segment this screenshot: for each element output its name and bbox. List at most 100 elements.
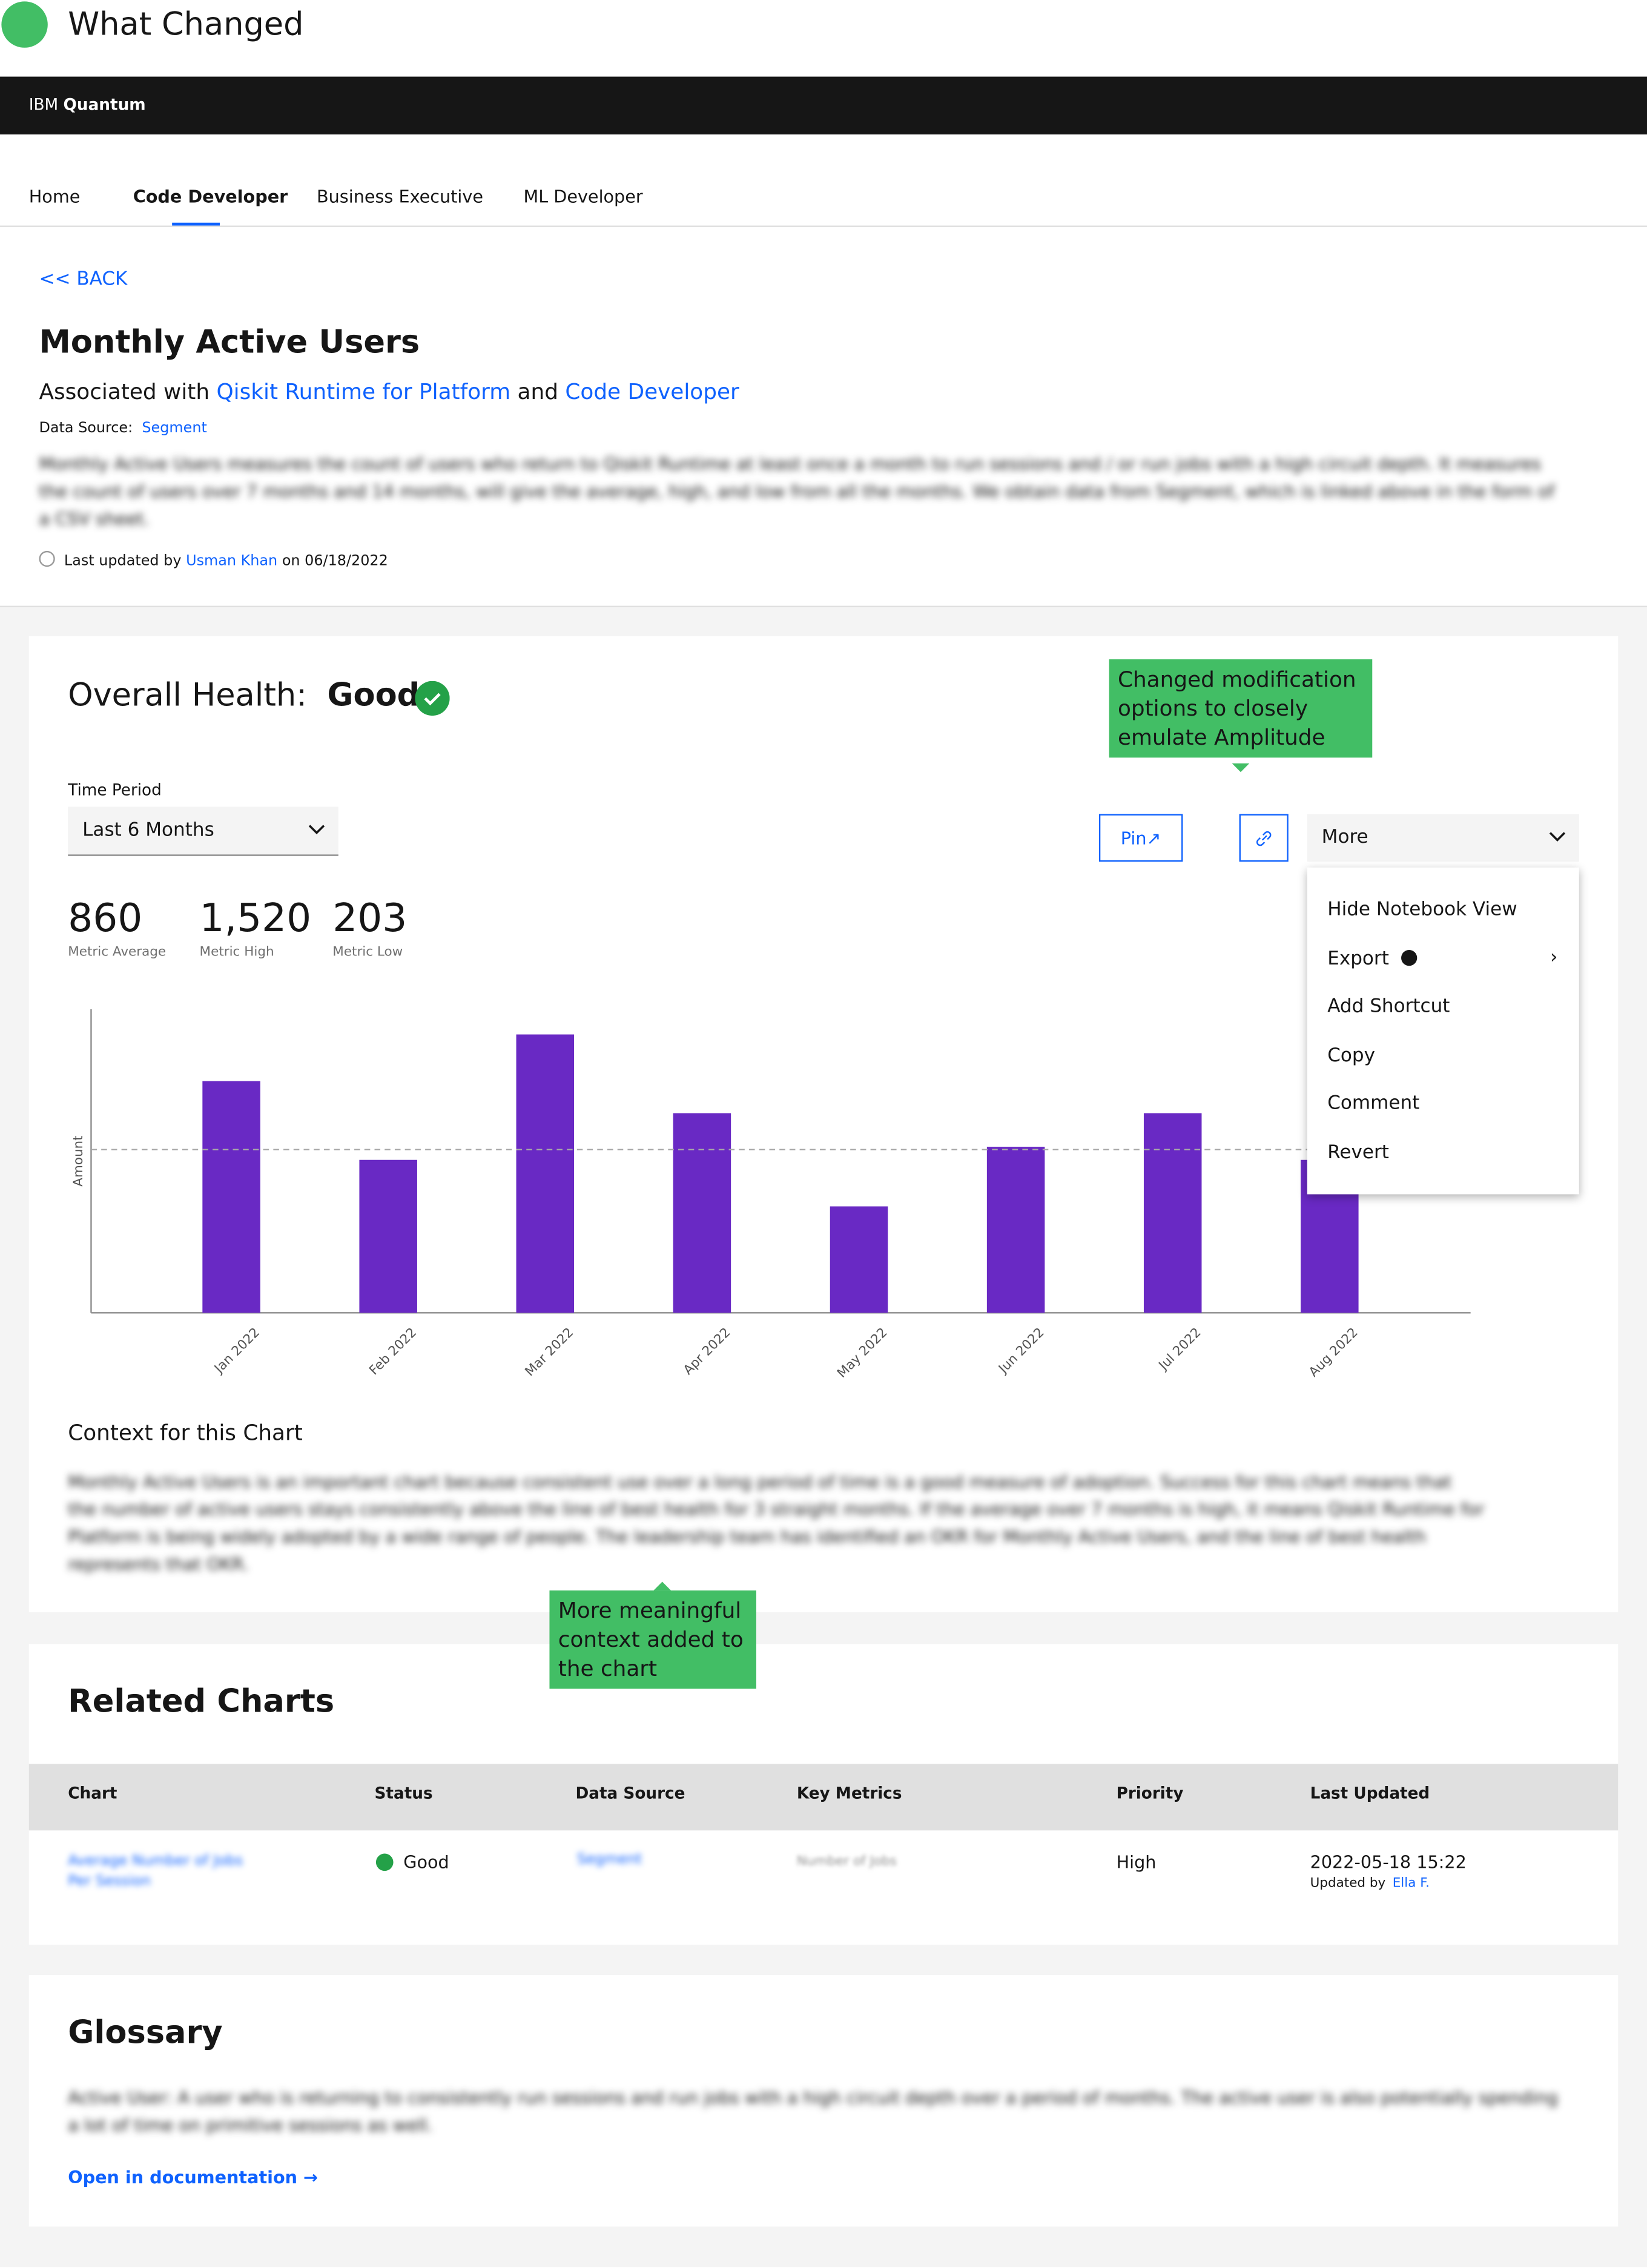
health: Overall Health: Good — [68, 678, 420, 714]
link-button[interactable] — [1239, 814, 1289, 862]
callout-pointer — [1232, 763, 1250, 773]
row-status: Good — [403, 1852, 449, 1873]
menu-item-label: Comment — [1327, 1093, 1420, 1116]
menu-item-label: Copy — [1327, 1045, 1376, 1067]
last-updated: Last updated by Usman Khan on 06/18/2022 — [39, 550, 388, 570]
pin-button[interactable]: Pin ↗ — [1098, 814, 1183, 862]
row-updated-by-label: Updated by — [1310, 1876, 1386, 1891]
table-header — [28, 1764, 1619, 1831]
glossary-title: Glossary — [68, 2015, 223, 2052]
menu-item[interactable]: Copy — [1327, 1045, 1375, 1067]
x-tick-label: Jun 2022 — [995, 1325, 1047, 1377]
brand-prefix: IBM — [28, 95, 59, 114]
menu-item-label: Export — [1327, 948, 1389, 970]
tab[interactable]: Business Executive — [316, 186, 483, 207]
more-select[interactable]: More — [1307, 814, 1579, 862]
glossary-text: Active User: A user who is returning to … — [68, 2088, 1558, 2136]
page-title: Monthly Active Users — [39, 325, 420, 362]
health-status: Good — [327, 678, 420, 714]
bar — [986, 1147, 1045, 1313]
brand-name: Quantum — [63, 95, 146, 114]
x-tick-label: Mar 2022 — [522, 1325, 576, 1379]
top-bar — [0, 76, 1647, 135]
bar — [359, 1159, 417, 1313]
bar — [673, 1113, 731, 1313]
x-tick-label: Apr 2022 — [681, 1325, 733, 1377]
metric-label: Metric Average — [68, 945, 167, 960]
row-updated-by[interactable]: Ella F. — [1392, 1876, 1430, 1891]
data-source: Data Source: Segment — [39, 421, 206, 437]
column-header: Last Updated — [1310, 1784, 1430, 1803]
column-header: Chart — [68, 1784, 117, 1803]
assoc-link[interactable]: Qiskit Runtime for Platform — [216, 378, 511, 405]
divider — [0, 225, 1647, 227]
menu-item[interactable]: Comment — [1327, 1093, 1419, 1115]
health-icon — [415, 681, 450, 716]
time-period-label: Time Period — [68, 780, 162, 800]
tab-underline — [172, 222, 220, 226]
annotation-dot — [1, 1, 48, 48]
callout: Changed modification options to closely … — [1109, 659, 1373, 758]
pin-label: Pin — [1120, 828, 1147, 848]
bar-chart: Amount Jan 2022 Feb 2022 Mar 2022 Apr 2022 Ma… — [71, 1009, 1471, 1381]
metric-value: 860 — [68, 896, 143, 941]
description: Monthly Active Users measures the count … — [39, 453, 1555, 530]
x-tick-label: Jul 2022 — [1155, 1325, 1204, 1374]
row-source[interactable]: Segment — [576, 1852, 642, 1868]
back-link[interactable]: << BACK — [39, 269, 128, 291]
menu-item-label: Revert — [1327, 1142, 1389, 1164]
context-text: Monthly Active Users is an important cha… — [68, 1472, 1485, 1575]
updated-suffix: on 06/18/2022 — [282, 553, 388, 570]
updated-prefix: Last updated by — [64, 553, 182, 570]
assoc-prefix: Associated with — [39, 378, 210, 405]
tab[interactable]: ML Developer — [523, 186, 643, 207]
x-tick-label: Jan 2022 — [211, 1325, 263, 1377]
metric-value: 203 — [332, 896, 408, 941]
callout: More meaningful context added to the cha… — [549, 1590, 756, 1689]
glossary-card — [28, 1975, 1619, 2227]
annotation-header: What Changed — [68, 7, 304, 44]
submenu-chevron: › — [1550, 946, 1558, 969]
x-tick-label: Feb 2022 — [366, 1325, 420, 1378]
callout-pointer — [653, 1581, 672, 1591]
menu-item[interactable]: Add Shortcut — [1327, 997, 1450, 1018]
brand[interactable]: IBM Quantum — [29, 96, 146, 114]
divider — [0, 605, 1647, 607]
menu-item[interactable]: Export › — [1327, 946, 1557, 970]
bar — [516, 1034, 575, 1313]
column-header: Priority — [1116, 1784, 1184, 1803]
doc-link[interactable]: Open in documentation → — [68, 2167, 319, 2188]
row-chart[interactable]: Average Number of Jobs Per Session — [68, 1853, 243, 1890]
doc-link-text: Open in documentation — [68, 2167, 298, 2188]
time-period-value: Last 6 Months — [82, 820, 214, 842]
column-header: Data Source — [575, 1784, 685, 1803]
related-title: Related Charts — [68, 1684, 335, 1721]
row-metrics: Number of Jobs — [796, 1854, 897, 1870]
tab[interactable]: Home — [28, 186, 81, 207]
tab[interactable]: Code Developer — [133, 186, 288, 207]
info-icon — [1400, 949, 1417, 966]
updated-user[interactable]: Usman Khan — [186, 553, 278, 570]
assoc-link[interactable]: Code Developer — [565, 378, 739, 405]
user-icon — [39, 550, 55, 567]
bar — [830, 1206, 888, 1313]
chevron — [308, 825, 325, 835]
associated: Associated with Qiskit Runtime for Platf… — [39, 379, 739, 405]
assoc-joiner: and — [517, 378, 558, 405]
x-tick-label: Aug 2022 — [1306, 1325, 1361, 1380]
metric-value: 1,520 — [199, 896, 312, 941]
column-header: Key Metrics — [796, 1784, 902, 1803]
time-period-select[interactable]: Last 6 Months — [68, 806, 338, 856]
menu-item-label: Add Shortcut — [1327, 996, 1450, 1018]
row-updated: 2022-05-18 15:22 — [1310, 1852, 1467, 1873]
menu-item[interactable]: Hide Notebook View — [1327, 899, 1517, 921]
bar — [202, 1081, 260, 1313]
menu-item[interactable]: Revert — [1327, 1142, 1389, 1164]
link-icon — [1256, 830, 1272, 846]
menu-item-label: Hide Notebook View — [1327, 899, 1517, 921]
y-axis-label: Amount — [71, 1135, 86, 1186]
x-tick-label: May 2022 — [834, 1325, 891, 1381]
data-source-link[interactable]: Segment — [142, 420, 207, 437]
context-title: Context for this Chart — [68, 1420, 303, 1446]
